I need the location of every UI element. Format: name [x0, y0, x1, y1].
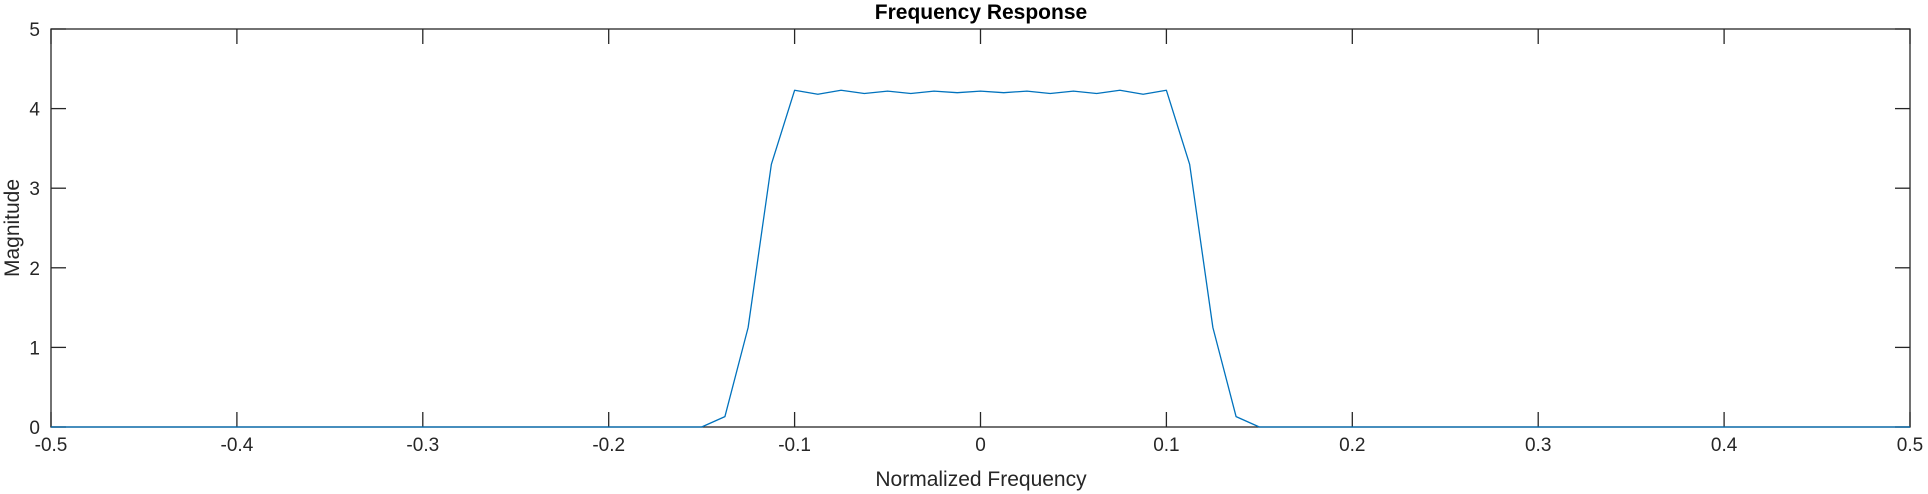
x-tick-label: -0.2 — [592, 435, 625, 456]
y-axis-title: Magnitude — [1, 179, 24, 277]
series-lines — [51, 89, 1910, 428]
x-tick-label: 0 — [975, 435, 986, 456]
x-tick-label: 0.3 — [1525, 435, 1551, 456]
x-tick-label: -0.4 — [221, 435, 254, 456]
x-tick-label: 0.2 — [1339, 435, 1365, 456]
chart-title: Frequency Response — [875, 1, 1087, 24]
x-tick-label: 0.1 — [1153, 435, 1179, 456]
x-tick-label: 0.5 — [1897, 435, 1923, 456]
y-tick-label: 1 — [29, 338, 40, 359]
y-tick-label: 5 — [29, 20, 40, 41]
x-tick-label: 0.4 — [1711, 435, 1738, 456]
y-tick-label: 3 — [29, 179, 40, 200]
y-tick-label: 4 — [29, 100, 40, 121]
x-tick-label: -0.1 — [778, 435, 811, 456]
y-tick-label: 0 — [29, 418, 40, 439]
x-tick-label: -0.5 — [35, 435, 68, 456]
x-axis-ticks: -0.5 -0.4 -0.3 -0.2 -0.1 0 0.1 0.2 0.3 0.4 0.5 — [35, 29, 1923, 456]
x-tick-label: -0.3 — [406, 435, 439, 456]
x-axis-title: Normalized Frequency — [875, 468, 1087, 491]
y-tick-label: 2 — [29, 259, 40, 280]
series-line-magnitude — [51, 89, 1910, 428]
